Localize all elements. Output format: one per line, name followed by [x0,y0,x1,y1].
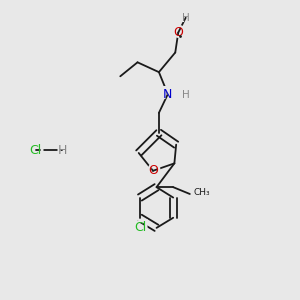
Text: Cl: Cl [131,219,149,237]
Text: CH₃: CH₃ [194,188,211,197]
Text: O: O [173,26,183,39]
Text: H: H [179,10,192,25]
Text: N: N [163,88,172,100]
Text: H: H [56,141,69,159]
Text: H: H [179,88,192,103]
Text: N: N [161,85,175,103]
Text: H: H [182,13,190,23]
Text: Cl: Cl [29,143,42,157]
Text: Cl: Cl [134,221,146,234]
Text: H: H [182,90,190,100]
Text: O: O [146,162,160,180]
Text: H: H [58,143,67,157]
Text: Cl: Cl [27,141,44,159]
Text: O: O [148,164,158,177]
Text: O: O [171,24,185,42]
